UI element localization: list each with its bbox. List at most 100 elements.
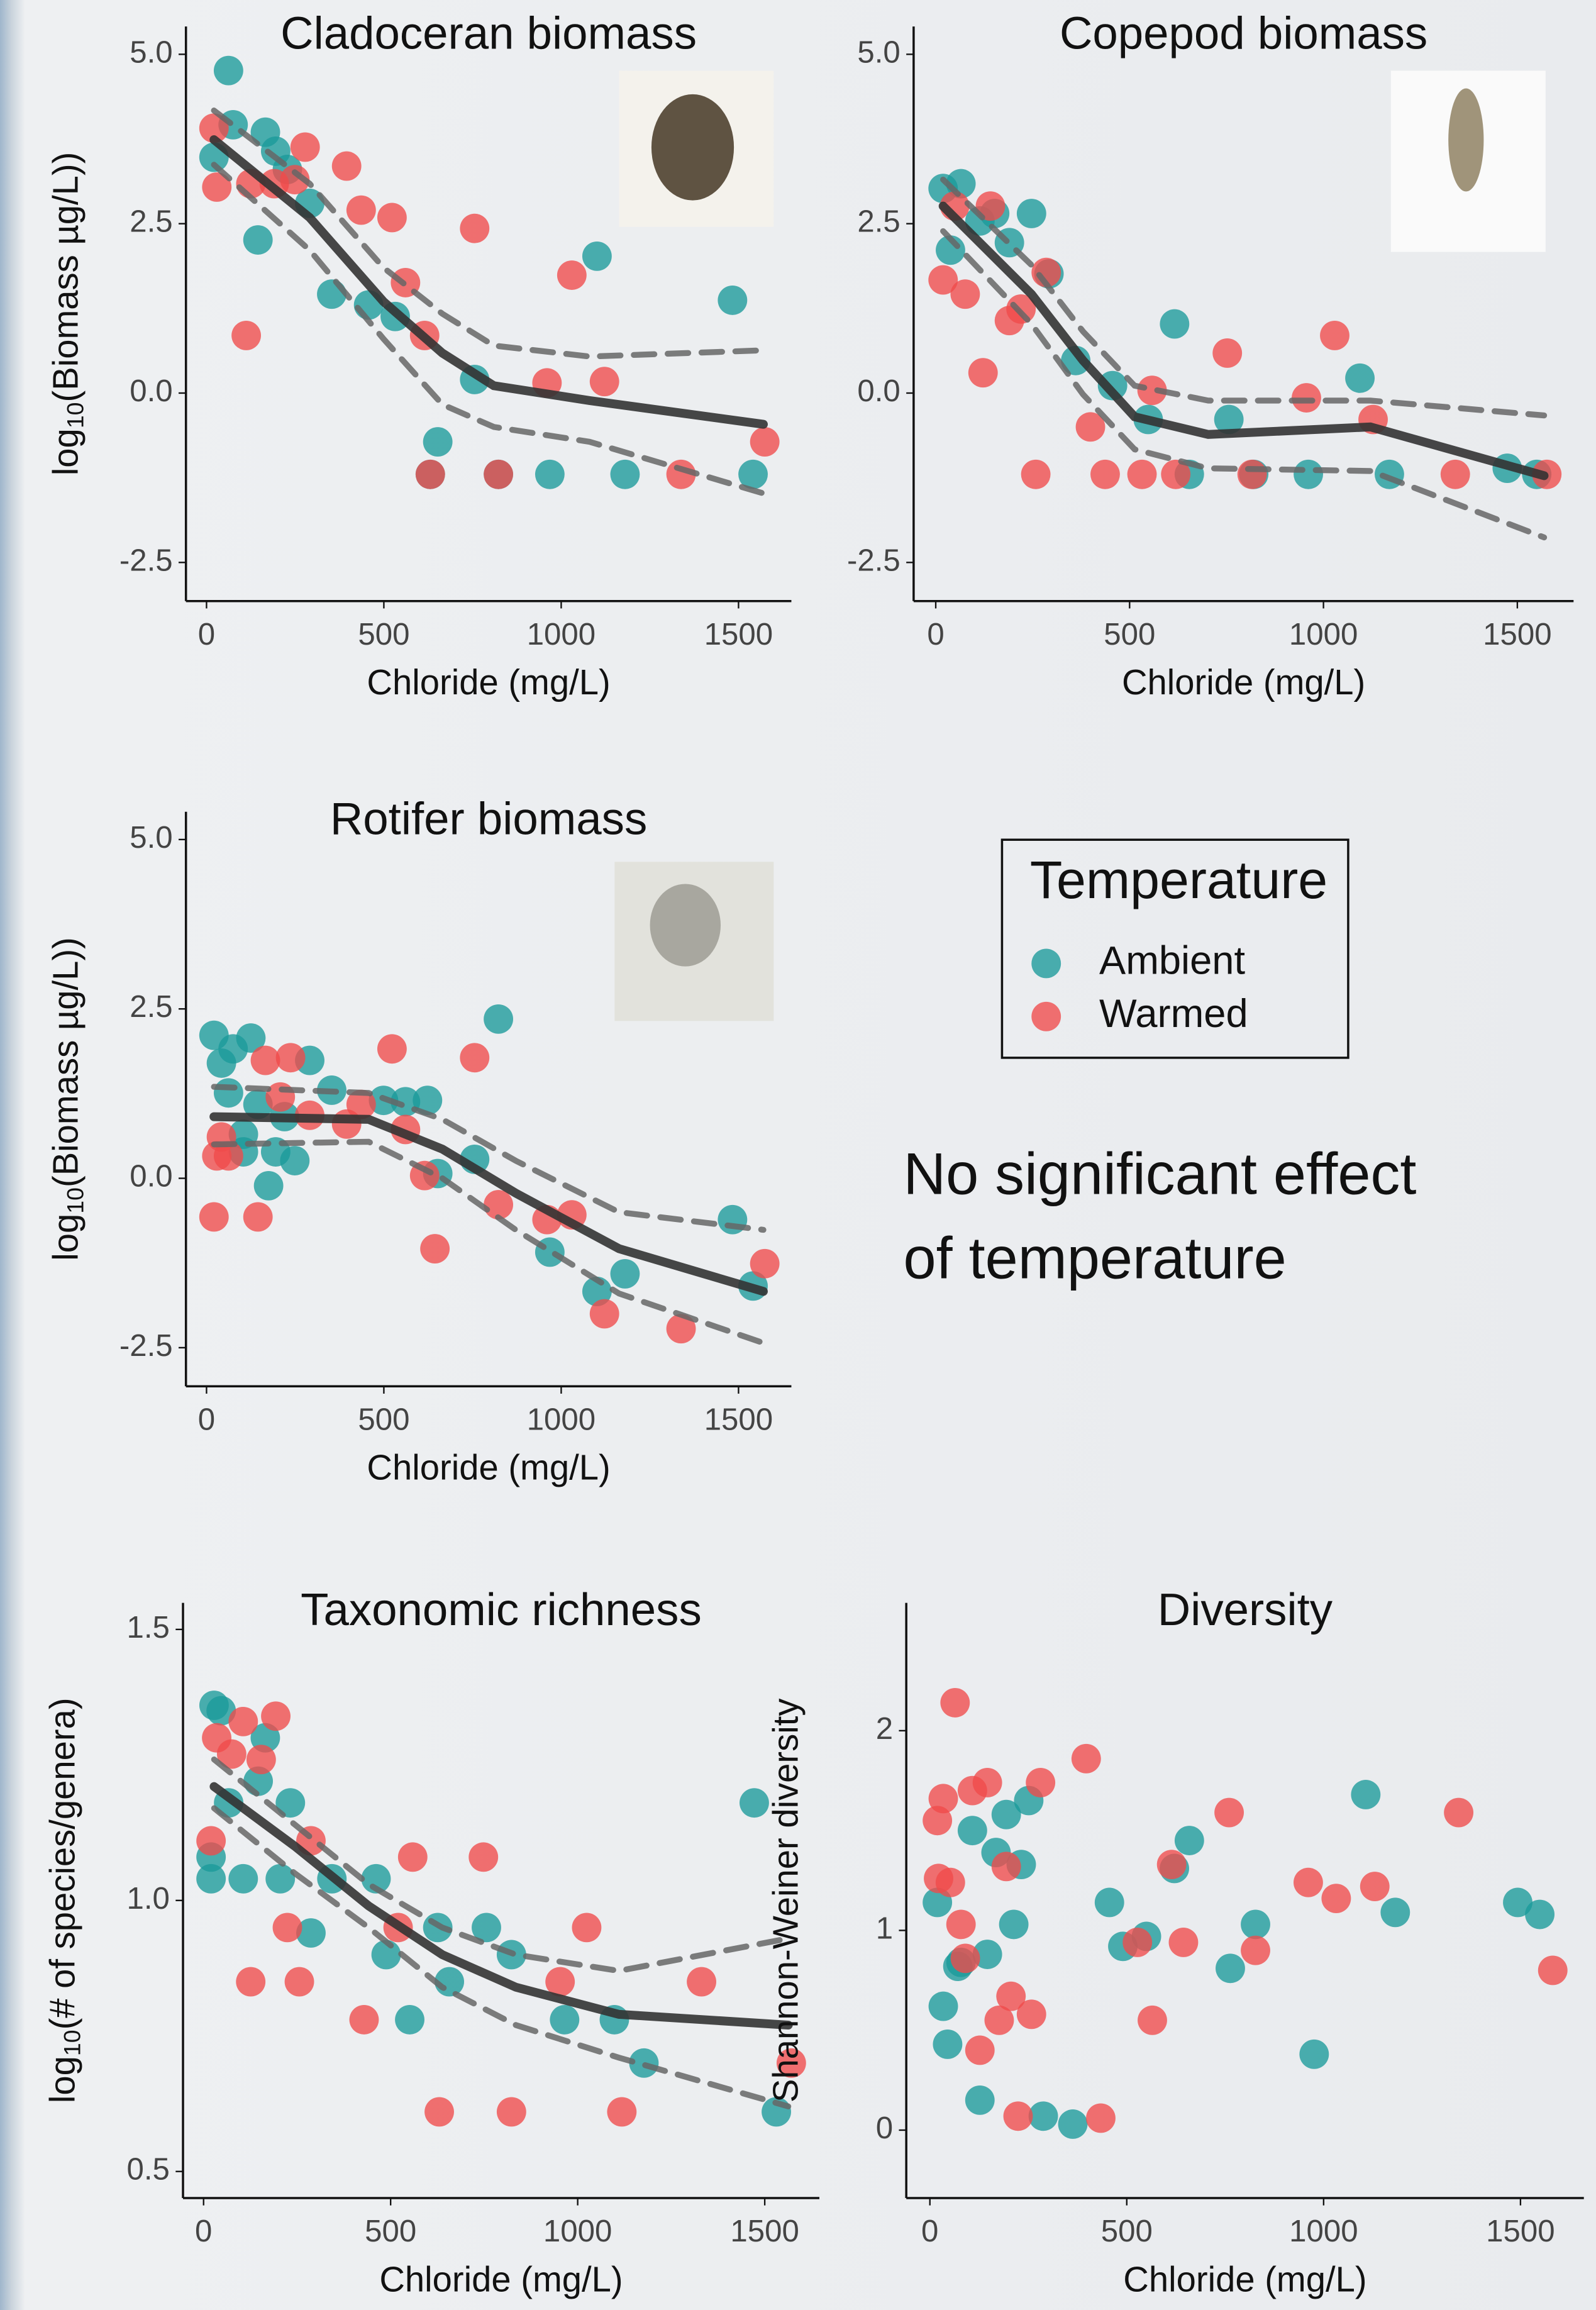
point <box>582 241 612 271</box>
point <box>1160 309 1190 339</box>
y-axis-label-part: 10 <box>59 2030 86 2056</box>
y-axis-label-part: (Biomass µg/L)) <box>45 152 85 403</box>
x-tick-label: 1000 <box>1289 2214 1358 2248</box>
point <box>1127 459 1157 489</box>
point <box>1380 1897 1410 1928</box>
point <box>1122 1928 1153 1957</box>
point <box>545 1967 575 1997</box>
x-tick-label: 1000 <box>1289 617 1358 652</box>
point <box>199 113 229 143</box>
x-tick-label: 500 <box>358 617 409 652</box>
x-tick-label: 500 <box>365 2214 416 2248</box>
point <box>415 459 445 489</box>
point <box>468 1842 499 1872</box>
copepod-shape <box>1448 88 1484 192</box>
point <box>928 1784 958 1814</box>
y-tick-label: 5.0 <box>130 35 172 69</box>
point <box>1241 1909 1270 1940</box>
legend: Temperature Ambient Warmed <box>1000 838 1349 1059</box>
point <box>371 1940 401 1970</box>
ci-lower <box>211 1805 792 2109</box>
y-axis-label-part: log <box>45 428 85 475</box>
point <box>1031 257 1061 287</box>
y-tick-label: 2.5 <box>130 989 172 1024</box>
point <box>1021 459 1051 489</box>
point <box>535 459 565 489</box>
point <box>687 1967 716 1997</box>
point <box>610 1259 640 1289</box>
panel: 5.0 2.5 0.0 -2.5 0 500 1000 1500 Copepod biomass… <box>847 8 1574 702</box>
point <box>1138 2005 1167 2035</box>
y-tick-label: -2.5 <box>119 1328 173 1363</box>
point <box>460 213 490 243</box>
point <box>196 1826 226 1856</box>
point <box>1212 338 1243 368</box>
point <box>991 1852 1021 1882</box>
point <box>261 1701 291 1731</box>
point <box>1090 459 1120 489</box>
point <box>250 1045 280 1075</box>
point <box>1026 1768 1056 1797</box>
point <box>984 2005 1014 2035</box>
chart-title: Taxonomic richness <box>301 1584 702 1635</box>
panel: 5.0 2.5 0.0 -2.5 0 500 1000 1500 Cladoceran biom… <box>45 8 792 702</box>
point <box>1094 1887 1124 1918</box>
point <box>935 1867 965 1897</box>
point <box>968 358 998 388</box>
point <box>940 1687 970 1718</box>
point <box>1168 1928 1199 1957</box>
point <box>228 1706 258 1736</box>
x-axis-label: Chloride (mg/L) <box>1122 662 1365 702</box>
point <box>1028 2101 1058 2131</box>
point <box>1058 2109 1088 2139</box>
chart-title: Cladoceran biomass <box>280 8 697 59</box>
point <box>199 1202 229 1232</box>
legend-box <box>1000 838 1349 1059</box>
legend-swatch <box>1031 948 1061 979</box>
point <box>1241 1935 1270 1965</box>
point <box>1061 345 1091 375</box>
point <box>206 1696 236 1726</box>
point <box>202 172 232 202</box>
x-axis-label: Chloride (mg/L) <box>367 1448 610 1487</box>
point <box>740 1788 769 1818</box>
point <box>996 1981 1026 2011</box>
x-axis-label: Chloride (mg/L) <box>367 662 610 702</box>
point <box>965 2035 995 2065</box>
ci-lower <box>211 162 767 497</box>
chart-title: Rotifer biomass <box>330 793 647 844</box>
point <box>1237 459 1267 489</box>
point <box>999 1909 1029 1940</box>
y-tick-label: 2 <box>876 1711 893 1746</box>
point <box>1345 363 1375 393</box>
point <box>253 1170 284 1201</box>
point <box>572 1913 602 1943</box>
point <box>346 195 376 225</box>
x-tick-label: 1500 <box>1483 617 1551 652</box>
point <box>420 1234 450 1263</box>
point <box>933 2030 963 2059</box>
ci-upper <box>211 1756 792 1974</box>
point <box>1525 1899 1555 1930</box>
y-tick-label: 1.5 <box>127 1610 170 1645</box>
point <box>666 459 696 489</box>
point <box>1294 459 1323 489</box>
point <box>928 1991 958 2021</box>
point <box>1156 1850 1187 1880</box>
point <box>1016 199 1046 228</box>
y-tick-label: 0.0 <box>857 374 900 408</box>
point <box>965 2085 995 2115</box>
y-tick-label: 0.0 <box>130 1159 172 1194</box>
point <box>750 427 780 457</box>
y-axis-label-part: 10 <box>62 1187 88 1214</box>
point <box>1086 2103 1116 2133</box>
y-axis-label-part: 10 <box>62 402 88 428</box>
point <box>213 1141 243 1171</box>
x-tick-label: 0 <box>195 2214 212 2248</box>
legend-label: Warmed <box>1099 992 1248 1036</box>
point <box>972 1940 1002 1969</box>
rotifer-shape <box>650 884 721 967</box>
point <box>395 2004 424 2035</box>
point <box>718 285 748 315</box>
point <box>557 260 587 290</box>
